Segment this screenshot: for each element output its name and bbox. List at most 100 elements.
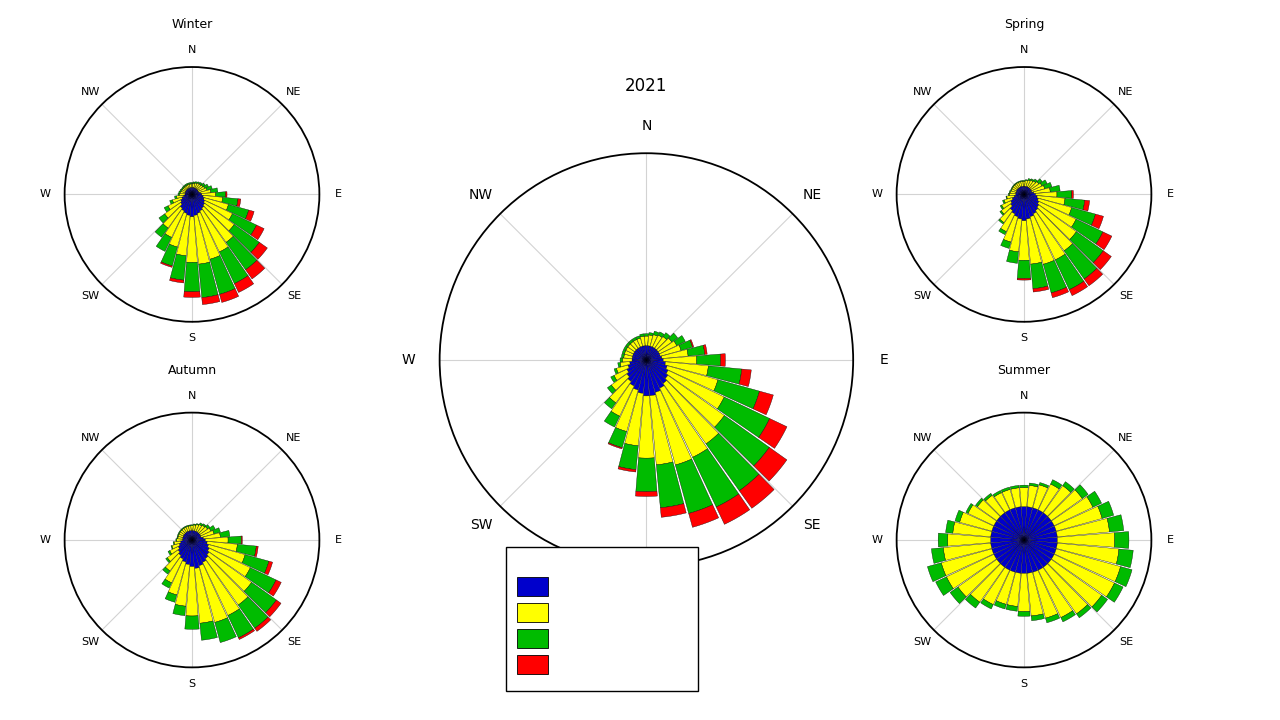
Polygon shape bbox=[1015, 184, 1019, 189]
Polygon shape bbox=[184, 527, 188, 532]
Polygon shape bbox=[666, 375, 724, 427]
Polygon shape bbox=[620, 358, 622, 362]
Polygon shape bbox=[188, 188, 192, 194]
Polygon shape bbox=[202, 207, 233, 243]
Polygon shape bbox=[192, 540, 209, 554]
Polygon shape bbox=[236, 544, 256, 557]
Text: S: S bbox=[1020, 333, 1028, 343]
Polygon shape bbox=[1106, 583, 1123, 603]
Polygon shape bbox=[209, 526, 215, 531]
Polygon shape bbox=[968, 505, 997, 526]
Polygon shape bbox=[180, 192, 186, 194]
Polygon shape bbox=[183, 189, 186, 192]
Polygon shape bbox=[659, 345, 681, 356]
Polygon shape bbox=[183, 526, 186, 528]
Polygon shape bbox=[626, 347, 635, 354]
Polygon shape bbox=[646, 360, 667, 384]
Polygon shape bbox=[1024, 194, 1039, 204]
Polygon shape bbox=[646, 346, 650, 360]
Polygon shape bbox=[753, 391, 773, 415]
Polygon shape bbox=[175, 564, 189, 606]
Polygon shape bbox=[680, 340, 692, 351]
Polygon shape bbox=[1041, 180, 1047, 186]
Polygon shape bbox=[182, 190, 186, 192]
Polygon shape bbox=[1015, 540, 1024, 573]
Polygon shape bbox=[1009, 193, 1016, 196]
Polygon shape bbox=[616, 388, 639, 431]
Polygon shape bbox=[1024, 508, 1038, 540]
Polygon shape bbox=[1075, 485, 1088, 498]
Polygon shape bbox=[1002, 490, 1015, 510]
Polygon shape bbox=[984, 493, 992, 501]
Polygon shape bbox=[244, 582, 276, 613]
Polygon shape bbox=[1024, 189, 1030, 194]
Polygon shape bbox=[1024, 540, 1057, 549]
Polygon shape bbox=[193, 182, 195, 184]
Polygon shape bbox=[207, 552, 252, 591]
Polygon shape bbox=[717, 397, 769, 438]
Polygon shape bbox=[229, 214, 256, 235]
Text: E: E bbox=[879, 353, 888, 367]
Polygon shape bbox=[618, 444, 639, 469]
Polygon shape bbox=[1028, 180, 1033, 188]
Polygon shape bbox=[632, 337, 636, 341]
Polygon shape bbox=[1024, 194, 1038, 210]
Polygon shape bbox=[192, 194, 204, 197]
Polygon shape bbox=[1002, 201, 1011, 209]
Polygon shape bbox=[1024, 189, 1032, 194]
Polygon shape bbox=[1032, 614, 1044, 621]
Polygon shape bbox=[186, 526, 188, 527]
Polygon shape bbox=[255, 617, 270, 631]
Polygon shape bbox=[193, 183, 195, 188]
Polygon shape bbox=[192, 540, 207, 544]
Polygon shape bbox=[1064, 243, 1097, 279]
Polygon shape bbox=[192, 540, 209, 547]
Polygon shape bbox=[180, 530, 186, 534]
Polygon shape bbox=[1092, 595, 1107, 612]
Polygon shape bbox=[195, 524, 198, 531]
Polygon shape bbox=[644, 336, 649, 346]
Text: SE: SE bbox=[803, 518, 820, 532]
Text: NE: NE bbox=[287, 88, 302, 97]
Polygon shape bbox=[187, 183, 189, 185]
Polygon shape bbox=[1010, 189, 1012, 191]
Polygon shape bbox=[173, 541, 174, 545]
Polygon shape bbox=[221, 197, 238, 206]
Polygon shape bbox=[1005, 510, 1024, 540]
Polygon shape bbox=[1027, 485, 1038, 508]
Polygon shape bbox=[179, 540, 192, 546]
Polygon shape bbox=[696, 354, 721, 366]
Polygon shape bbox=[1024, 194, 1036, 195]
Polygon shape bbox=[991, 531, 1024, 540]
Polygon shape bbox=[186, 193, 192, 194]
Polygon shape bbox=[668, 333, 677, 342]
Polygon shape bbox=[1024, 540, 1033, 573]
Polygon shape bbox=[188, 184, 191, 188]
Polygon shape bbox=[1056, 518, 1110, 537]
Polygon shape bbox=[155, 224, 168, 237]
Polygon shape bbox=[966, 503, 973, 513]
Polygon shape bbox=[662, 349, 689, 359]
Polygon shape bbox=[604, 397, 616, 409]
Polygon shape bbox=[1051, 497, 1093, 526]
Polygon shape bbox=[1076, 605, 1091, 618]
Polygon shape bbox=[192, 535, 201, 540]
Polygon shape bbox=[986, 495, 1005, 516]
Text: W: W bbox=[402, 353, 416, 367]
Text: Autumn: Autumn bbox=[168, 364, 216, 377]
Polygon shape bbox=[180, 540, 192, 543]
Polygon shape bbox=[648, 335, 653, 346]
Polygon shape bbox=[187, 217, 197, 262]
Polygon shape bbox=[192, 531, 196, 540]
Polygon shape bbox=[1069, 207, 1096, 225]
Polygon shape bbox=[1021, 540, 1027, 573]
Polygon shape bbox=[182, 186, 184, 189]
Polygon shape bbox=[643, 346, 646, 360]
Polygon shape bbox=[219, 247, 248, 284]
Polygon shape bbox=[1006, 196, 1007, 199]
Polygon shape bbox=[950, 587, 966, 603]
Polygon shape bbox=[220, 289, 238, 302]
Polygon shape bbox=[714, 415, 769, 466]
Polygon shape bbox=[646, 347, 654, 360]
Polygon shape bbox=[269, 580, 282, 596]
